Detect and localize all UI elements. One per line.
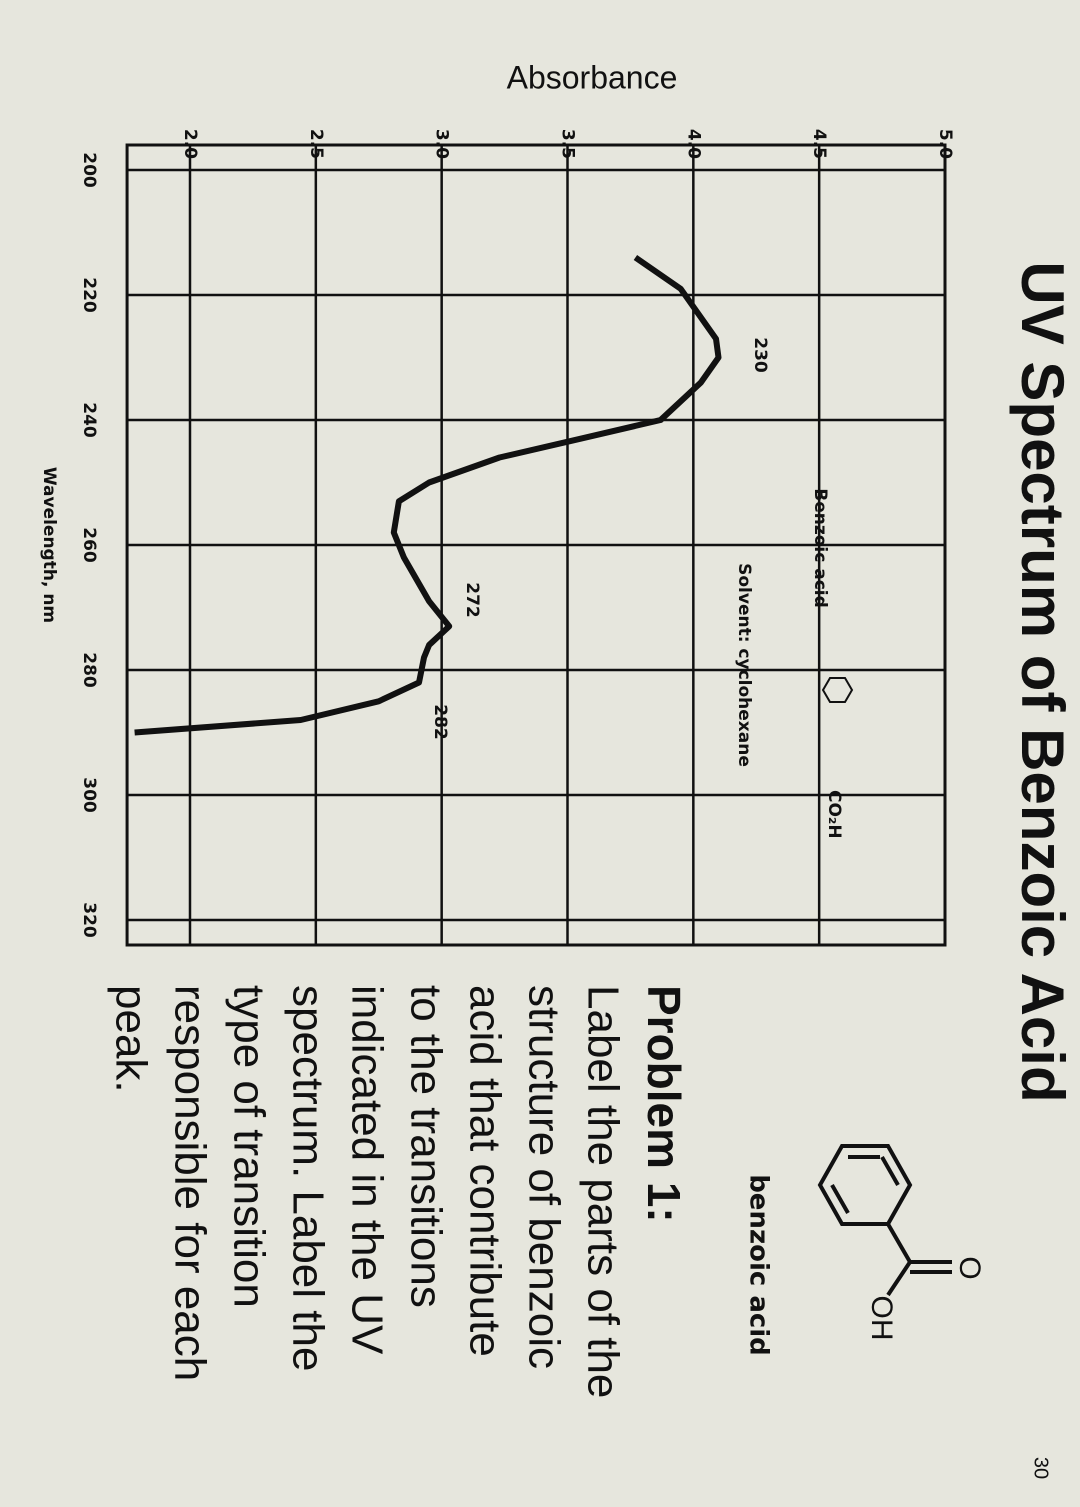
x-tick-label: 200 (79, 152, 99, 188)
y-tick-label: 4.5 (809, 129, 829, 159)
annotation: 272 (462, 582, 482, 618)
problem-line: structure of benzoic (519, 985, 568, 1369)
problem-line: spectrum. Label the (283, 985, 332, 1371)
problem-line: peak. (106, 985, 155, 1093)
problem-line: responsible for each (165, 985, 214, 1381)
slide-title: UV Spectrum of Benzoic Acid (1009, 261, 1076, 1102)
x-tick-label: 300 (79, 777, 99, 813)
structure-drawing (817, 1144, 952, 1297)
y-tick-label: 2.5 (306, 129, 326, 159)
problem-line: acid that contribute (460, 985, 509, 1357)
annotation: Benzoic acid (810, 488, 830, 608)
page-number: 30 (1030, 1457, 1052, 1479)
slide: UV Spectrum of Benzoic Acid 30 O OH benz… (39, 129, 1076, 1479)
y-tick-label: 3.5 (557, 129, 577, 159)
structure-label: benzoic acid (744, 1174, 774, 1356)
x-axis-label: Wavelength, nm (39, 467, 59, 623)
problem-line: to the transitions (401, 985, 450, 1308)
x-tick-label: 260 (79, 527, 99, 563)
benzene-icon (821, 677, 854, 703)
annotation: Solvent: cyclohexane (734, 563, 754, 767)
y-tick-label: 2.0 (180, 129, 200, 159)
y-tick-label: 5.0 (935, 129, 955, 159)
atom-label: O (953, 1256, 986, 1279)
atom-label: OH (865, 1296, 898, 1341)
problem-line: indicated in the UV (342, 985, 391, 1355)
x-tick-label: 220 (79, 277, 99, 313)
y-tick-label: 3.0 (432, 129, 452, 159)
annotation: 230 (750, 337, 770, 373)
x-tick-label: 320 (79, 902, 99, 938)
y-tick-label: 4.0 (683, 129, 703, 159)
problem-heading: Problem 1: (638, 985, 690, 1223)
x-tick-label: 280 (79, 652, 99, 688)
annotation: CO₂H (824, 790, 844, 839)
annotation: 282 (430, 704, 450, 740)
spectrum-line (134, 255, 722, 736)
problem-line: type of transition (224, 985, 273, 1308)
y-axis-label: Absorbance (507, 59, 678, 95)
problem-line: Label the parts of the (578, 985, 627, 1398)
x-tick-label: 240 (79, 402, 99, 438)
